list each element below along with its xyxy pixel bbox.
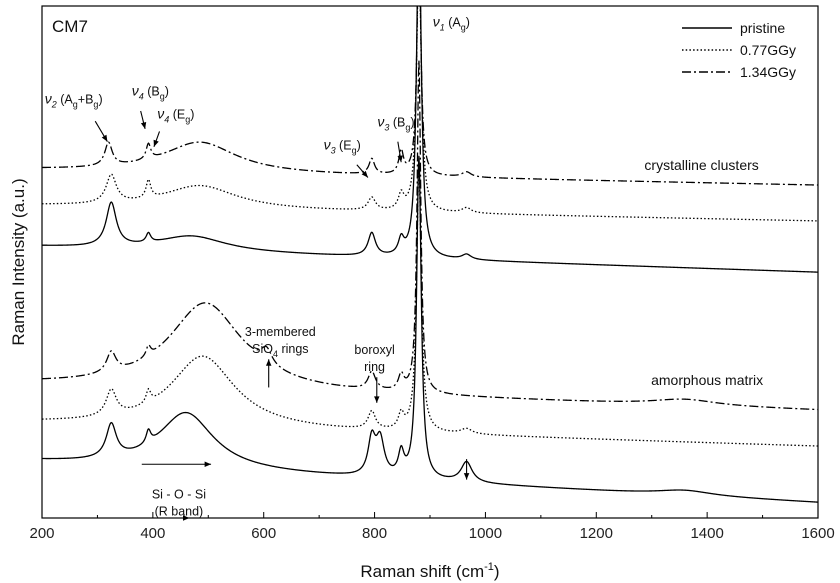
x-tick-label: 1600 <box>801 525 834 542</box>
annotation-arrowhead <box>397 155 403 163</box>
plot-frame <box>41 5 819 519</box>
x-axis-title: Raman shift (cm-1) <box>360 561 499 581</box>
x-tick-label: 600 <box>251 525 276 542</box>
annotation-arrowhead <box>101 134 108 142</box>
series-pristine <box>42 6 818 273</box>
annotation-v3b: ν3 (Bg) <box>377 113 414 132</box>
x-ticks: 200 400 600 800 1000 1200 1400 1600 <box>29 512 835 542</box>
annotation-v3e: ν3 (Eg) <box>324 136 361 155</box>
annotation-v1: ν1 (Ag) <box>433 13 470 32</box>
group-labels: crystalline clusters amorphous matrix <box>644 157 763 388</box>
chart-title: CM7 <box>52 17 88 36</box>
annotation-arrowhead <box>182 515 190 521</box>
legend-label: 1.34GGy <box>740 64 796 80</box>
legend-label: 0.77GGy <box>740 42 796 58</box>
annotation-arrowhead <box>361 170 368 178</box>
annotation-v2: ν2 (Ag+Bg) <box>45 90 103 109</box>
annotation-arrowhead <box>153 139 159 147</box>
annotation-rband: Si - O - Si (R band) <box>152 488 206 519</box>
legend: pristine 0.77GGy 1.34GGy <box>682 20 796 80</box>
series-am_pristine <box>42 155 818 503</box>
series-am_irr134 <box>42 60 818 411</box>
x-tick-label: 400 <box>140 525 165 542</box>
annotation-v4b: ν4 (Bg) <box>132 83 169 102</box>
annotation-arrowhead <box>463 473 470 480</box>
annotation-rings: 3-membered SiO4 rings <box>245 325 316 359</box>
annotation-v4e: ν4 (Eg) <box>157 106 194 125</box>
annotation-arrowhead <box>204 461 212 467</box>
x-tick-label: 1400 <box>690 525 723 542</box>
x-tick-label: 1200 <box>580 525 613 542</box>
legend-label: pristine <box>740 20 785 36</box>
annotation-arrowhead <box>265 359 272 366</box>
y-axis-title: Raman Intensity (a.u.) <box>9 178 28 345</box>
x-axis-title-sup: -1 <box>484 561 494 573</box>
group-label: crystalline clusters <box>644 157 758 173</box>
annotations: ν1 (Ag) ν2 (Ag+Bg) ν4 (Bg) ν4 (Eg) ν3 (Eg) ν3… <box>45 13 470 521</box>
x-axis-title-end: ) <box>494 562 500 581</box>
spectra-curves <box>42 6 818 503</box>
x-axis-title-main: Raman shift (cm <box>360 562 484 581</box>
x-tick-label: 1000 <box>469 525 502 542</box>
annotation-arrowhead <box>140 121 147 129</box>
group-label: amorphous matrix <box>651 372 763 388</box>
x-tick-label: 800 <box>362 525 387 542</box>
annotation-arrowhead <box>374 396 380 403</box>
annotation-boroxyl: boroxyl ring <box>354 343 394 374</box>
series-irr134 <box>42 6 818 186</box>
x-tick-label: 200 <box>29 525 54 542</box>
series-am_irr077 <box>42 165 818 447</box>
